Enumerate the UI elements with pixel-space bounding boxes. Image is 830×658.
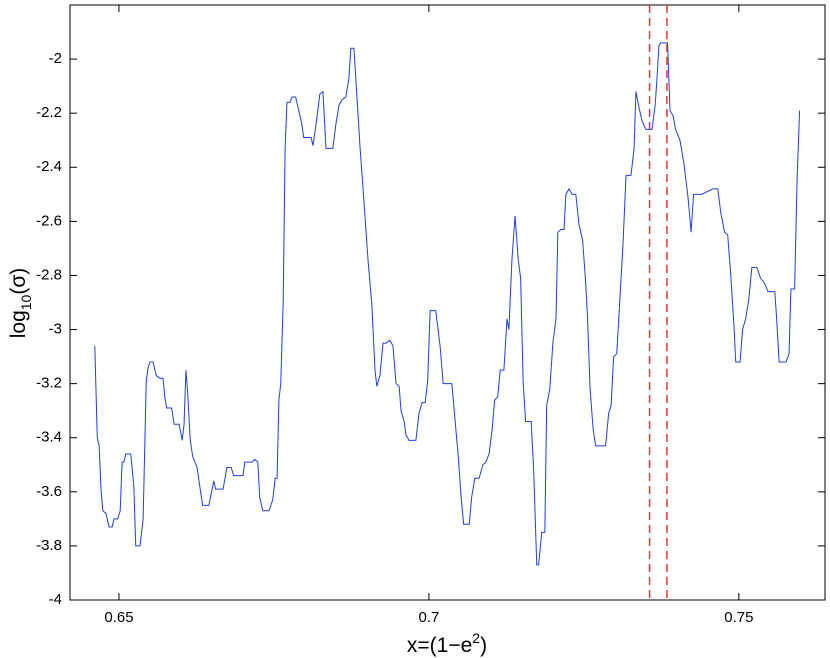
x-tick-label: 0.75	[724, 609, 753, 626]
data-line	[94, 42, 801, 566]
y-tick-label: -2.8	[36, 266, 62, 283]
y-axis-label: log10(σ)	[7, 268, 34, 339]
y-tick-label: -4	[49, 591, 62, 608]
y-tick-label: -3.4	[36, 429, 62, 446]
x-tick-label: 0.65	[104, 609, 133, 626]
x-axis-label: x=(1−e2)	[407, 630, 487, 657]
y-tick-label: -2.2	[36, 104, 62, 121]
y-label-part: log	[7, 310, 30, 338]
y-label-sub: 10	[18, 294, 34, 310]
y-tick-label: -3.6	[36, 483, 62, 500]
x-label-sup: 2	[472, 630, 480, 646]
x-label-part: x=(1−e	[407, 634, 472, 657]
plot-frame	[69, 4, 826, 601]
y-tick-label: -3	[49, 321, 62, 338]
y-tick-label: -3.8	[36, 537, 62, 554]
x-label-part: )	[480, 634, 487, 657]
y-tick-label: -2.6	[36, 212, 62, 229]
x-tick-label: 0.7	[418, 609, 439, 626]
y-label-part: (σ)	[7, 268, 30, 295]
y-tick-label: -3.2	[36, 375, 62, 392]
y-tick-label: -2.4	[36, 158, 62, 175]
y-tick-label: -2	[49, 50, 62, 67]
